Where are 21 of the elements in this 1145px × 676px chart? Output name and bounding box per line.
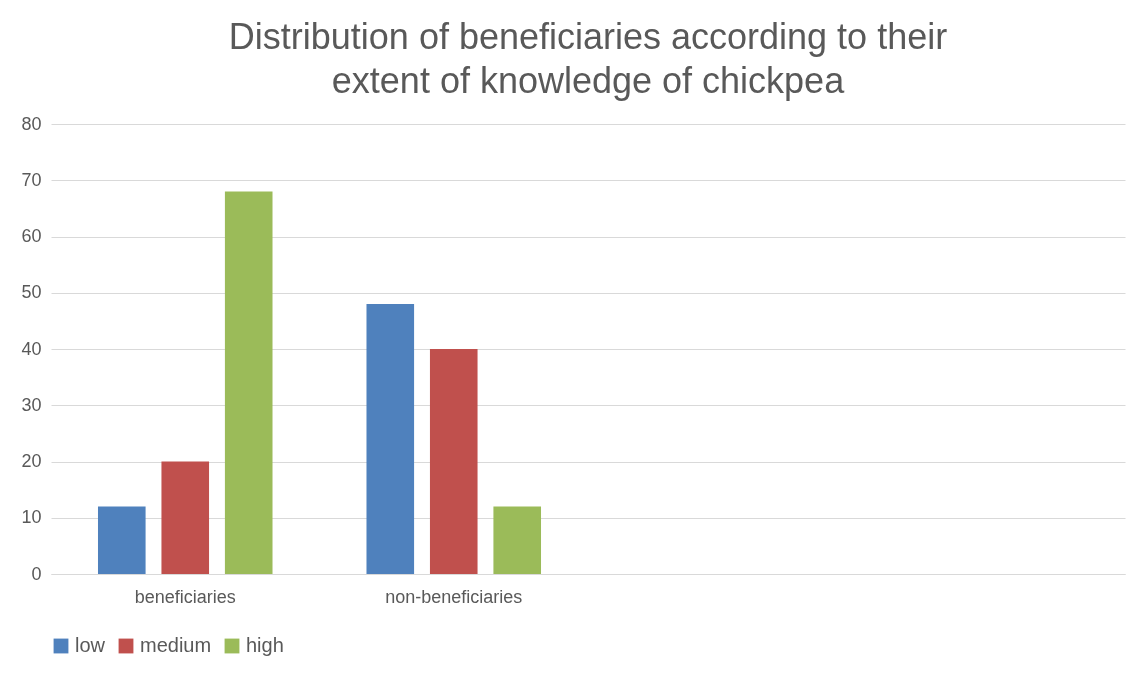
y-tick-label: 40 (21, 338, 42, 359)
y-tick-label: 30 (21, 394, 42, 415)
bar (429, 349, 478, 574)
y-tick-label: 70 (21, 169, 42, 190)
bar (493, 506, 542, 574)
bar (224, 191, 273, 574)
y-tick-label: 20 (21, 451, 42, 471)
y-tick-label: 80 (21, 113, 42, 134)
x-tick-label: beneficiaries (134, 586, 236, 607)
chart-title: Distribution of beneficiaries according to their extent of knowledge of chickpea (228, 16, 948, 101)
bar (97, 506, 146, 574)
bar (161, 461, 210, 574)
y-tick-label: 10 (21, 507, 42, 528)
y-tick-label: 50 (21, 282, 42, 303)
legend-label: low (75, 634, 106, 656)
legend-label: medium (140, 634, 212, 656)
x-tick-label: non-beneficiaries (385, 586, 523, 607)
bar (366, 304, 415, 574)
legend-label: high (246, 634, 284, 656)
y-tick-label: 60 (21, 226, 42, 246)
y-tick-label: 0 (31, 563, 42, 584)
